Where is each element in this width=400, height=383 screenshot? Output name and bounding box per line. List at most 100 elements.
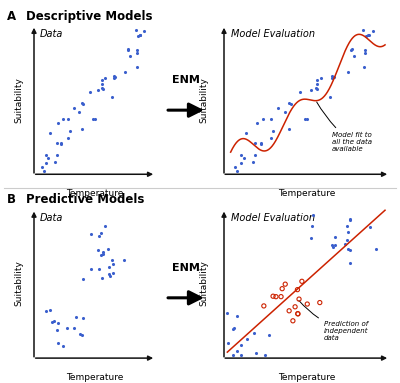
- Point: [254, 120, 260, 126]
- Text: Temperature: Temperature: [278, 373, 336, 382]
- Point: [96, 266, 102, 272]
- Point: [302, 115, 308, 121]
- Point: [136, 32, 143, 38]
- Text: Suitability: Suitability: [15, 260, 24, 306]
- Point: [65, 134, 72, 141]
- Point: [332, 234, 338, 241]
- Point: [347, 216, 353, 222]
- Point: [47, 307, 53, 313]
- Point: [344, 237, 350, 243]
- Point: [110, 75, 117, 81]
- Point: [282, 109, 288, 115]
- Point: [78, 100, 85, 106]
- Point: [39, 164, 45, 170]
- Point: [286, 100, 292, 106]
- Point: [76, 109, 82, 115]
- Point: [329, 73, 336, 79]
- Point: [231, 324, 237, 331]
- Point: [230, 326, 236, 332]
- Point: [54, 152, 60, 158]
- Point: [65, 116, 72, 123]
- Text: Model Evaluation: Model Evaluation: [231, 29, 315, 39]
- Point: [304, 301, 310, 307]
- Point: [102, 75, 108, 81]
- Point: [316, 300, 323, 306]
- Point: [309, 223, 316, 229]
- Point: [232, 164, 238, 170]
- Point: [304, 116, 310, 122]
- Point: [351, 53, 358, 59]
- Point: [252, 152, 258, 158]
- Point: [266, 332, 272, 338]
- Point: [238, 352, 244, 358]
- Point: [79, 315, 86, 321]
- Point: [230, 352, 236, 358]
- Point: [90, 115, 96, 121]
- Point: [58, 141, 64, 147]
- Point: [330, 244, 336, 250]
- Point: [346, 260, 353, 267]
- Point: [95, 87, 102, 93]
- Point: [238, 152, 244, 159]
- Point: [55, 120, 61, 126]
- Point: [332, 242, 338, 248]
- Text: Prediction of
independent
data: Prediction of independent data: [299, 301, 368, 341]
- Point: [109, 257, 115, 263]
- Point: [78, 126, 85, 133]
- Point: [344, 223, 350, 229]
- Point: [260, 116, 266, 122]
- Text: Model fit to
all the data
available: Model fit to all the data available: [317, 102, 372, 152]
- Point: [294, 286, 301, 293]
- Point: [261, 303, 267, 309]
- Point: [310, 212, 316, 218]
- Point: [342, 241, 349, 247]
- Point: [78, 332, 85, 338]
- Point: [99, 275, 106, 281]
- Point: [362, 49, 368, 56]
- Point: [99, 77, 106, 83]
- Point: [49, 319, 56, 325]
- Point: [361, 64, 368, 70]
- Point: [106, 271, 112, 277]
- Point: [262, 352, 268, 358]
- Point: [73, 314, 80, 320]
- Point: [112, 74, 118, 80]
- Point: [96, 233, 102, 239]
- Point: [45, 155, 52, 161]
- Point: [98, 230, 104, 236]
- Point: [329, 75, 336, 81]
- Point: [331, 74, 338, 80]
- Point: [286, 126, 292, 133]
- Point: [238, 160, 244, 167]
- Point: [55, 340, 61, 346]
- Point: [102, 223, 108, 229]
- Point: [88, 266, 94, 272]
- Point: [294, 311, 301, 317]
- Point: [366, 32, 372, 38]
- Point: [373, 246, 380, 252]
- Point: [108, 94, 115, 100]
- Point: [292, 304, 298, 310]
- Point: [329, 242, 335, 248]
- Point: [225, 340, 232, 346]
- Point: [77, 331, 83, 337]
- Text: Data: Data: [40, 29, 64, 39]
- Point: [122, 69, 128, 75]
- Point: [344, 229, 351, 235]
- Point: [54, 327, 61, 333]
- Point: [297, 89, 303, 95]
- Point: [64, 324, 71, 331]
- Point: [60, 343, 66, 349]
- Point: [278, 294, 284, 300]
- Point: [140, 28, 147, 34]
- Text: Data: Data: [40, 213, 64, 223]
- Point: [273, 294, 279, 300]
- Point: [92, 116, 98, 122]
- Point: [121, 257, 128, 263]
- Point: [234, 168, 240, 174]
- Point: [67, 128, 74, 134]
- Point: [124, 47, 131, 53]
- Point: [47, 130, 54, 136]
- Point: [347, 247, 353, 253]
- Point: [80, 101, 87, 108]
